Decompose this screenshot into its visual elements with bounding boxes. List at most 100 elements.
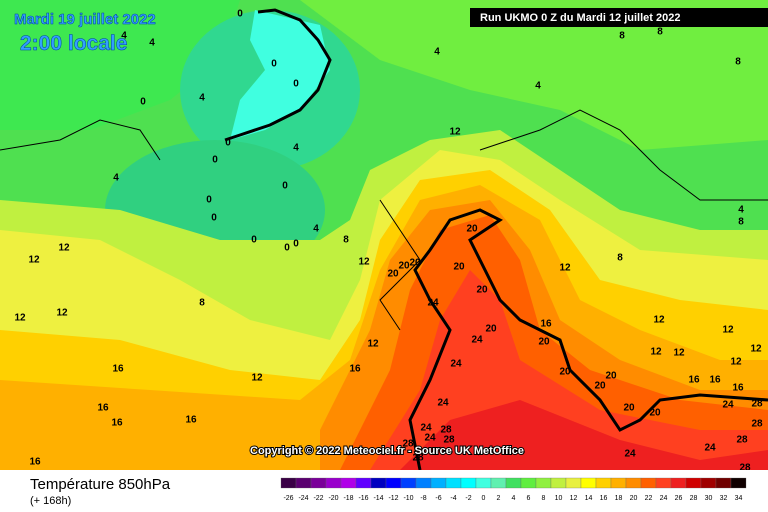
legend-title: Température 850hPa [30, 476, 171, 493]
contour-label: 0 [140, 97, 146, 108]
contour-label: 12 [14, 313, 26, 324]
contour-label: 24 [722, 400, 734, 411]
color-scale: -26 -24 -22 -20 -18 -16 -14 -12 -10 -8 -6 -4 -2 0 2 4 6 8… [280, 477, 747, 502]
contour-label: 28 [739, 463, 751, 474]
scale-cell [610, 477, 627, 489]
contour-label: 0 [206, 195, 212, 206]
contour-label: 20 [398, 261, 410, 272]
contour-label: 24 [624, 449, 636, 460]
run-info: Run UKMO 0 Z du Mardi 12 juillet 2022 [480, 12, 680, 24]
contour-label: 16 [112, 364, 124, 375]
contour-label: 24 [450, 359, 462, 370]
contour-label: 28 [736, 435, 748, 446]
contour-label: 4 [149, 38, 155, 49]
contour-label: 16 [97, 403, 109, 414]
contour-label: 12 [358, 257, 370, 268]
scale-label: 14 [585, 495, 593, 502]
scale-cell [415, 477, 432, 489]
legend-bar [0, 470, 768, 512]
contour-label: 20 [466, 224, 478, 235]
scale-cell [385, 477, 402, 489]
scale-cell [325, 477, 342, 489]
scale-cell [625, 477, 642, 489]
scale-cell [730, 477, 747, 489]
scale-cell [595, 477, 612, 489]
scale-cell [550, 477, 567, 489]
contour-label: 12 [730, 357, 742, 368]
scale-cell [445, 477, 462, 489]
scale-label: 4 [512, 495, 516, 502]
contour-label: 12 [367, 339, 379, 350]
forecast-time: 2:00 locale [20, 32, 127, 55]
scale-label: -24 [298, 495, 308, 502]
contour-label: 0 [293, 79, 299, 90]
scale-label: 18 [615, 495, 623, 502]
contour-label: 4 [113, 173, 119, 184]
contour-label: 12 [650, 347, 662, 358]
coastlines-thin [0, 109, 768, 331]
scale-label: -26 [283, 495, 293, 502]
scale-label: -2 [465, 495, 471, 502]
contour-label: 20 [559, 367, 571, 378]
contour-label: 20 [476, 285, 488, 296]
scale-cell [280, 477, 297, 489]
contour-label: 20 [453, 262, 465, 273]
contour-label: 12 [750, 344, 762, 355]
contour-label: 0 [282, 181, 288, 192]
contour-label: 12 [673, 348, 685, 359]
scale-cell [310, 477, 327, 489]
scale-cell [535, 477, 552, 489]
scale-label: -14 [373, 495, 383, 502]
contour-label: 12 [722, 325, 734, 336]
contour-label: 8 [617, 253, 623, 264]
scale-cell [490, 477, 507, 489]
scale-label: 26 [675, 495, 683, 502]
scale-label: 10 [555, 495, 563, 502]
contour-label: 24 [704, 443, 716, 454]
contour-label: 16 [111, 418, 123, 429]
contour-label: 0 [271, 59, 277, 70]
contour-label: 12 [653, 315, 665, 326]
contour-label: 20 [387, 269, 399, 280]
contour-label: 28 [440, 425, 452, 436]
scale-label: 32 [720, 495, 728, 502]
contour-label: 8 [657, 27, 663, 38]
contour-label: 16 [349, 364, 361, 375]
scale-label: -4 [450, 495, 456, 502]
contour-label: 0 [225, 138, 231, 149]
scale-cell [295, 477, 312, 489]
scale-label: 30 [705, 495, 713, 502]
contour-label: 20 [594, 381, 606, 392]
scale-label: -20 [328, 495, 338, 502]
scale-cell [520, 477, 537, 489]
scale-label: -12 [388, 495, 398, 502]
contour-label: 20 [485, 324, 497, 335]
contour-label: 12 [58, 243, 70, 254]
scale-label: -10 [403, 495, 413, 502]
scale-cell [700, 477, 717, 489]
scale-cell [655, 477, 672, 489]
contour-label: 20 [605, 371, 617, 382]
contour-label: 16 [732, 383, 744, 394]
contour-label: 28 [402, 439, 414, 450]
contour-label: 4 [434, 47, 440, 58]
legend-subtitle: (+ 168h) [30, 495, 71, 507]
run-box [470, 8, 768, 27]
contour-label: 12 [449, 127, 461, 138]
contour-label: 12 [28, 255, 40, 266]
scale-cell [505, 477, 522, 489]
scale-cell [355, 477, 372, 489]
scale-cell [685, 477, 702, 489]
scale-cell [370, 477, 387, 489]
scale-label: -22 [313, 495, 323, 502]
scale-cell [340, 477, 357, 489]
contour-label: 8 [343, 235, 349, 246]
scale-label: 0 [482, 495, 486, 502]
scale-cell [475, 477, 492, 489]
contour-label: 16 [185, 415, 197, 426]
scale-label: 8 [542, 495, 546, 502]
scale-label: -8 [420, 495, 426, 502]
contour-label: 24 [427, 298, 439, 309]
contour-label: 16 [709, 375, 721, 386]
scale-cell [400, 477, 417, 489]
